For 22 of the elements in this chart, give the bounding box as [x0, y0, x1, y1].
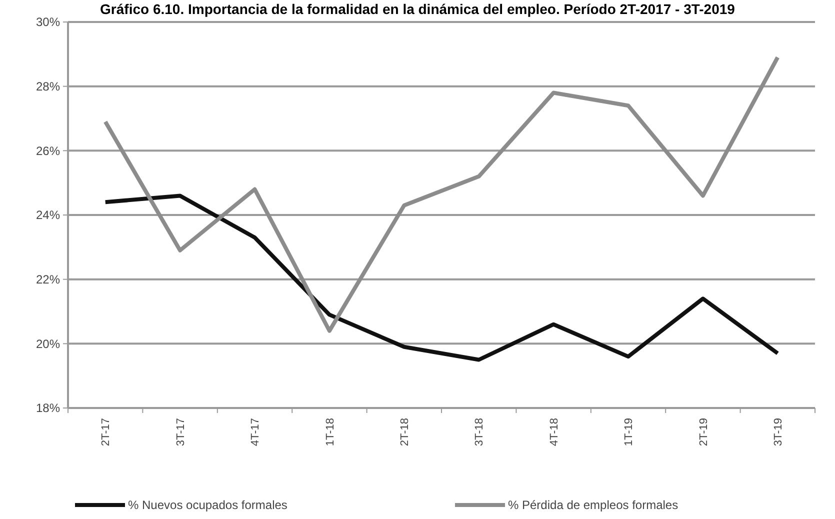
legend-label: % Pérdida de empleos formales: [508, 498, 678, 512]
chart-title: Gráfico 6.10. Importancia de la formalidad en la dinámica del empleo. Período 2T-2017 - 3T-2019: [100, 1, 736, 17]
line-series: [103, 194, 780, 362]
y-tick-label: 20%: [36, 336, 60, 351]
x-tick-label: 4T-17: [250, 418, 262, 446]
x-tick-label: 4T-18: [548, 418, 560, 446]
x-tick-label: 3T-17: [174, 418, 187, 446]
y-tick-label: 26%: [36, 144, 60, 158]
x-tick-label: 3T-19: [772, 418, 784, 446]
legend-label: % Nuevos ocupados formales: [128, 498, 288, 512]
y-tick-label: 30%: [36, 15, 60, 30]
line-series: [103, 55, 780, 333]
y-tick-label: 28%: [36, 80, 60, 94]
x-tick-label: 1T-19: [623, 418, 636, 446]
x-tick-label: 2T-17: [100, 418, 112, 446]
x-tick-label: 2T-19: [698, 418, 710, 446]
y-tick-label: 24%: [36, 208, 60, 222]
y-tick-label: 18%: [36, 401, 60, 416]
x-tick-label: 3T-18: [474, 418, 486, 446]
x-tick-label: 1T-18: [324, 418, 336, 446]
x-tick-label: 2T-18: [399, 418, 411, 446]
y-tick-label: 22%: [36, 272, 60, 287]
